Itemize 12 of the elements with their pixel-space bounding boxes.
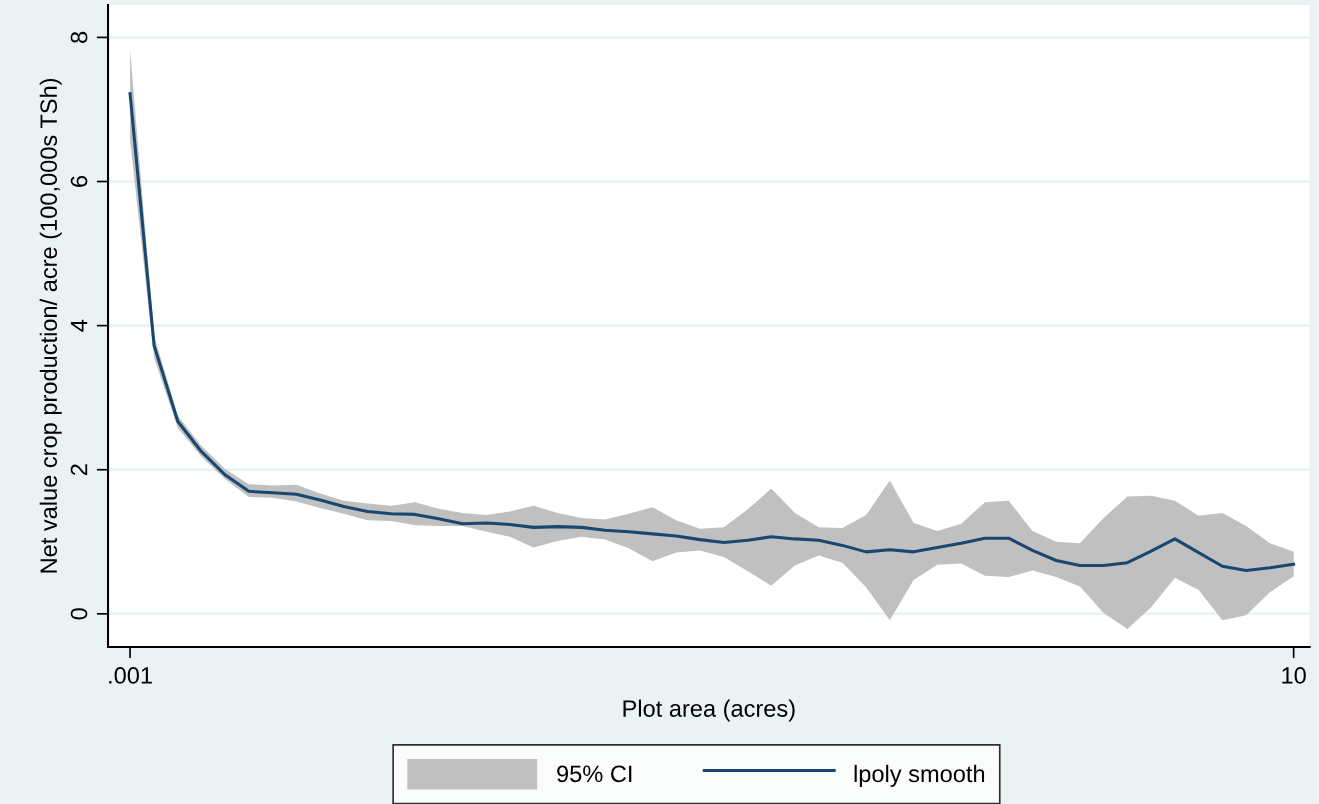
x-tick-label: 10 <box>1282 667 1306 684</box>
text: lpoly smooth <box>854 764 985 787</box>
y-tick-label: 8 <box>70 31 88 43</box>
y-tick-label: 0 <box>70 608 88 620</box>
y-tick-label: 2 <box>70 464 88 476</box>
x-tick-label: .001 <box>109 667 152 684</box>
text: 95% CI <box>557 765 632 783</box>
x-axis-title: Plot area (acres) <box>623 699 795 722</box>
y-tick-label: 6 <box>70 175 88 187</box>
y-axis-title: Net value crop production/ acre (100,000s TSh) <box>39 78 62 573</box>
line-series <box>128 92 1296 573</box>
y-tick-label: 4 <box>70 319 88 332</box>
